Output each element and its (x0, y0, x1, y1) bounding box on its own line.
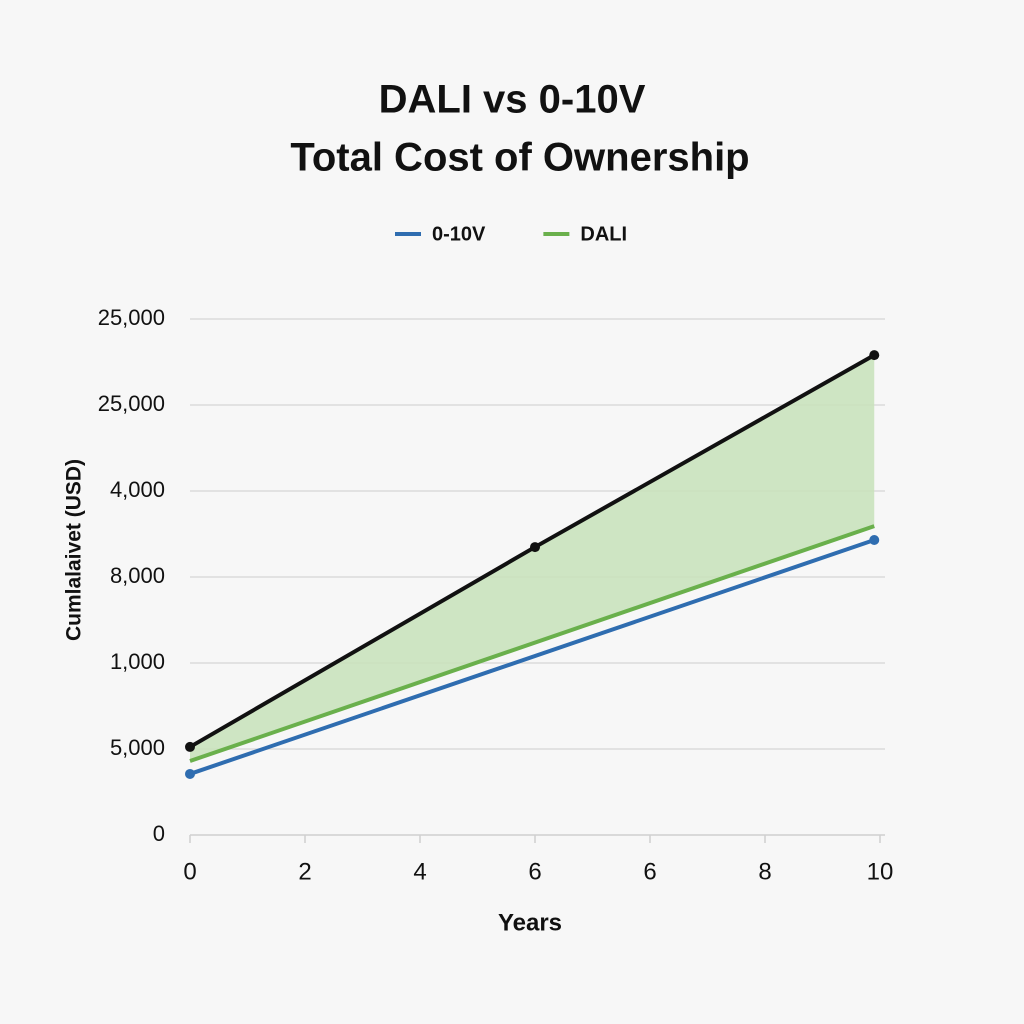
chart-title: Total Cost of Ownership (290, 136, 749, 180)
point (869, 535, 880, 546)
chart-title: DALI vs 0-10V (379, 78, 646, 122)
point (530, 542, 540, 553)
y-tick-label: 4,000 (110, 477, 165, 502)
x-tick-label: 8 (758, 858, 771, 885)
x-tick-label: 0 (183, 858, 196, 885)
point (185, 741, 195, 752)
point (185, 768, 195, 779)
x-tick-label: 6 (528, 858, 541, 885)
y-tick-label: 0 (153, 821, 165, 846)
series-line (189, 538, 875, 776)
y-tick-label: 5,000 (110, 735, 165, 760)
gap-area (190, 355, 875, 762)
series-line (189, 524, 875, 763)
y-tick-label: 25,000 (98, 305, 165, 330)
y-tick-label: 1,000 (110, 649, 165, 674)
x-tick-label: 10 (867, 858, 894, 885)
x-tick-label: 4 (413, 858, 426, 885)
legend-label: DALI (580, 223, 627, 245)
x-tick-label: 2 (298, 858, 311, 885)
point (869, 350, 880, 361)
y-tick-label: 25,000 (98, 391, 165, 416)
x-tick-label: 6 (643, 858, 656, 885)
legend-label: 0-10V (432, 223, 486, 245)
y-axis-label: Cumlalaivet (USD) (63, 459, 86, 641)
x-axis-label: Years (498, 909, 562, 936)
y-tick-label: 8,000 (110, 563, 165, 588)
